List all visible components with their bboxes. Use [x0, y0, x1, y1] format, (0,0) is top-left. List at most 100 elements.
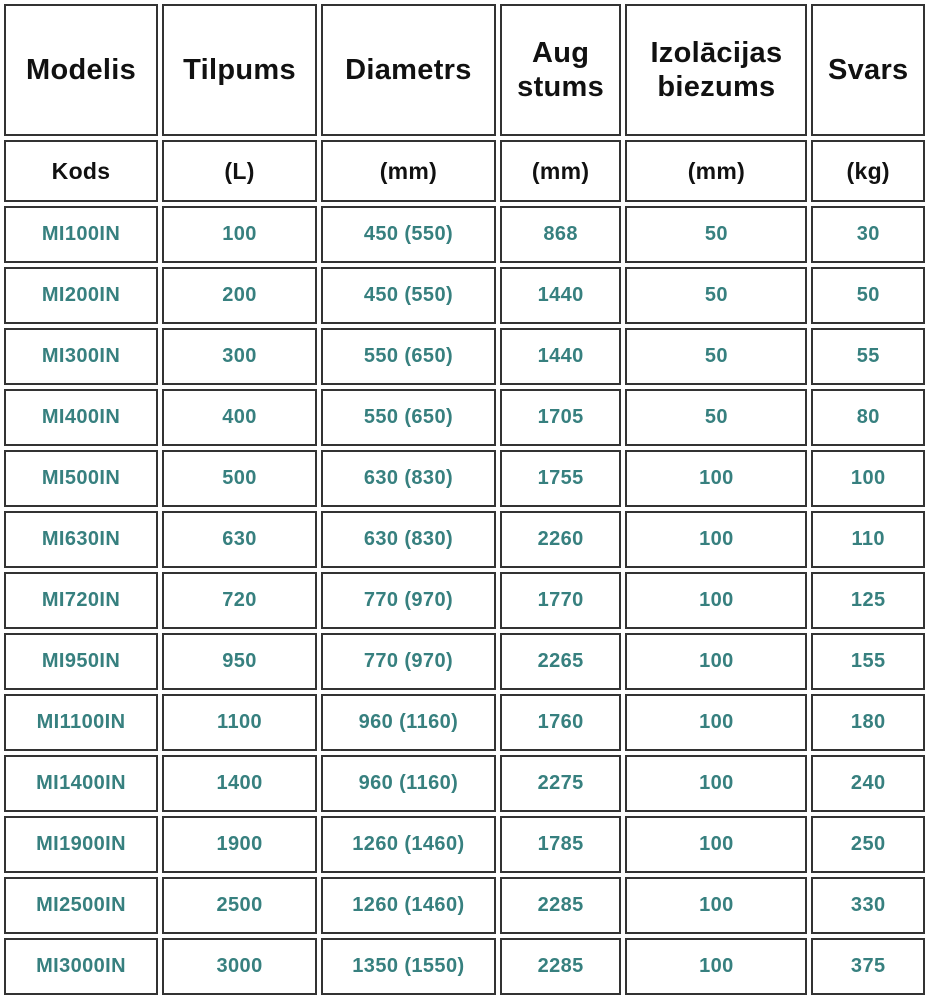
column-subtitle: (kg)	[811, 140, 925, 202]
value-cell: 110	[811, 511, 925, 568]
table-row: MI950IN 950 770 (970) 2265 100 155	[4, 633, 925, 690]
value-cell: 2275	[499, 755, 622, 812]
table-row: MI500IN 500 630 (830) 1755 100 100	[4, 450, 925, 507]
value-cell: 1760	[499, 694, 622, 751]
table-row: MI200IN 200 450 (550) 1440 50 50	[4, 267, 925, 324]
value-cell: 1705	[499, 389, 622, 446]
model-code-cell: MI950IN	[4, 633, 159, 690]
column-subtitle: (mm)	[321, 140, 496, 202]
column-title: Svars	[811, 4, 925, 136]
table-row: MI2500IN 2500 1260 (1460) 2285 100 330	[4, 877, 925, 934]
value-cell: 1350 (1550)	[321, 938, 496, 995]
value-cell: 2285	[499, 877, 622, 934]
model-code-cell: MI1100IN	[4, 694, 159, 751]
value-cell: 55	[811, 328, 925, 385]
value-cell: 100	[625, 755, 808, 812]
value-cell: 3000	[162, 938, 318, 995]
table-body: MI100IN 100 450 (550) 868 50 30 MI200IN 200 450 …	[4, 206, 925, 995]
table-row: MI100IN 100 450 (550) 868 50 30	[4, 206, 925, 263]
value-cell: 960 (1160)	[321, 755, 496, 812]
value-cell: 550 (650)	[321, 328, 496, 385]
value-cell: 180	[811, 694, 925, 751]
value-cell: 450 (550)	[321, 206, 496, 263]
model-code-cell: MI1400IN	[4, 755, 159, 812]
value-cell: 868	[499, 206, 622, 263]
value-cell: 550 (650)	[321, 389, 496, 446]
table-row: MI1400IN 1400 960 (1160) 2275 100 240	[4, 755, 925, 812]
column-subtitle: (mm)	[625, 140, 808, 202]
column-title: Tilpums	[162, 4, 318, 136]
value-cell: 50	[811, 267, 925, 324]
model-code-cell: MI630IN	[4, 511, 159, 568]
value-cell: 1260 (1460)	[321, 816, 496, 873]
model-code-cell: MI100IN	[4, 206, 159, 263]
table-row: MI1100IN 1100 960 (1160) 1760 100 180	[4, 694, 925, 751]
value-cell: 100	[625, 511, 808, 568]
value-cell: 330	[811, 877, 925, 934]
value-cell: 2260	[499, 511, 622, 568]
value-cell: 1785	[499, 816, 622, 873]
value-cell: 100	[811, 450, 925, 507]
model-code-cell: MI2500IN	[4, 877, 159, 934]
value-cell: 1755	[499, 450, 622, 507]
value-cell: 50	[625, 328, 808, 385]
value-cell: 100	[625, 450, 808, 507]
value-cell: 1260 (1460)	[321, 877, 496, 934]
value-cell: 80	[811, 389, 925, 446]
value-cell: 50	[625, 267, 808, 324]
value-cell: 770 (970)	[321, 572, 496, 629]
value-cell: 30	[811, 206, 925, 263]
value-cell: 100	[625, 816, 808, 873]
model-code-cell: MI400IN	[4, 389, 159, 446]
table-header: Modelis Tilpums Diametrs Aug stums Izolācija…	[4, 4, 925, 202]
value-cell: 1400	[162, 755, 318, 812]
value-cell: 630	[162, 511, 318, 568]
value-cell: 250	[811, 816, 925, 873]
model-code-cell: MI200IN	[4, 267, 159, 324]
value-cell: 2285	[499, 938, 622, 995]
column-subtitle: Kods	[4, 140, 159, 202]
column-title: Izolācijas biezums	[625, 4, 808, 136]
column-title: Diametrs	[321, 4, 496, 136]
value-cell: 630 (830)	[321, 511, 496, 568]
value-cell: 240	[811, 755, 925, 812]
value-cell: 100	[625, 938, 808, 995]
value-cell: 770 (970)	[321, 633, 496, 690]
table-row: MI720IN 720 770 (970) 1770 100 125	[4, 572, 925, 629]
value-cell: 500	[162, 450, 318, 507]
value-cell: 720	[162, 572, 318, 629]
value-cell: 100	[162, 206, 318, 263]
model-code-cell: MI720IN	[4, 572, 159, 629]
value-cell: 100	[625, 877, 808, 934]
value-cell: 960 (1160)	[321, 694, 496, 751]
value-cell: 950	[162, 633, 318, 690]
value-cell: 450 (550)	[321, 267, 496, 324]
model-code-cell: MI300IN	[4, 328, 159, 385]
value-cell: 2500	[162, 877, 318, 934]
table-row: MI630IN 630 630 (830) 2260 100 110	[4, 511, 925, 568]
value-cell: 2265	[499, 633, 622, 690]
value-cell: 300	[162, 328, 318, 385]
table-row: MI400IN 400 550 (650) 1705 50 80	[4, 389, 925, 446]
value-cell: 100	[625, 633, 808, 690]
column-subtitle: (mm)	[499, 140, 622, 202]
value-cell: 50	[625, 389, 808, 446]
column-subtitle: (L)	[162, 140, 318, 202]
table-row: MI300IN 300 550 (650) 1440 50 55	[4, 328, 925, 385]
value-cell: 1900	[162, 816, 318, 873]
value-cell: 155	[811, 633, 925, 690]
value-cell: 50	[625, 206, 808, 263]
column-title: Aug stums	[499, 4, 622, 136]
model-code-cell: MI500IN	[4, 450, 159, 507]
header-title-row: Modelis Tilpums Diametrs Aug stums Izolācija…	[4, 4, 925, 136]
column-title: Modelis	[4, 4, 159, 136]
header-unit-row: Kods (L) (mm) (mm) (mm) (kg)	[4, 140, 925, 202]
value-cell: 400	[162, 389, 318, 446]
value-cell: 100	[625, 694, 808, 751]
value-cell: 125	[811, 572, 925, 629]
value-cell: 1100	[162, 694, 318, 751]
model-code-cell: MI1900IN	[4, 816, 159, 873]
model-code-cell: MI3000IN	[4, 938, 159, 995]
value-cell: 1440	[499, 328, 622, 385]
